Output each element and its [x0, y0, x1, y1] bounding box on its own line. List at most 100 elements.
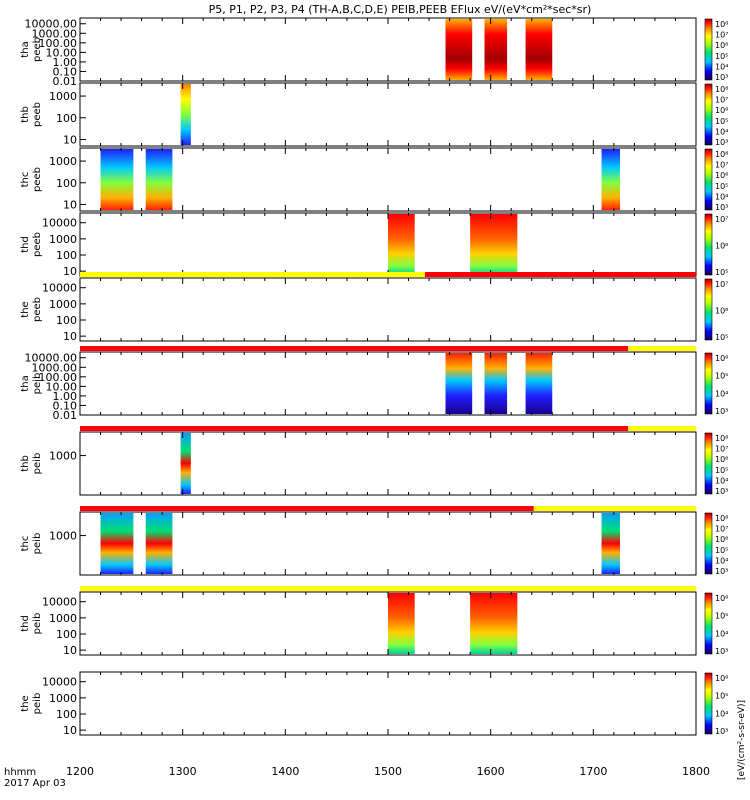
panel-the-peib: 10000 1000 100 10 the peib 10⁶ 10⁵ 10⁴ 10³ — [20, 671, 728, 737]
status-bar-segment — [628, 426, 696, 431]
y-tick-label: 10 — [63, 133, 77, 146]
colorbar-tick-label: 10⁵ — [715, 268, 728, 277]
panel-probe-label: tha — [20, 375, 31, 391]
y-tick-label: 10.00 — [46, 46, 78, 59]
y-tick-label: 0.01 — [53, 75, 78, 88]
colorbar-tick-label: 10³ — [715, 567, 728, 576]
colorbar — [704, 83, 713, 146]
y-tick-label: 1000 — [49, 612, 77, 625]
colorbar-tick-label: 10⁸ — [715, 20, 728, 29]
y-tick-label: 1000 — [49, 530, 77, 543]
y-tick-label: 100 — [56, 112, 77, 125]
y-tick-label: 1000.00 — [32, 27, 78, 40]
colorbar-tick-label: 10⁶ — [715, 455, 728, 464]
y-tick-label: 1000 — [49, 298, 77, 311]
status-bar-segment — [80, 272, 425, 277]
colorbar-tick-label: 10⁴ — [715, 62, 728, 71]
colorbar-tick-label: 10⁴ — [715, 389, 728, 398]
y-tick-label: 10 — [63, 265, 77, 278]
colorbar-tick-label: 10³ — [715, 73, 728, 82]
y-tick-label: 100 — [56, 628, 77, 641]
colorbar-tick-label: 10⁵ — [715, 333, 728, 342]
panel-instrument-label: peeb — [32, 102, 43, 127]
spectrogram-block — [484, 353, 508, 414]
spectrogram-block — [484, 19, 508, 80]
spectrogram-block — [180, 433, 191, 494]
colorbar — [704, 352, 713, 415]
x-corner-label-date: 2017 Apr 03 — [4, 778, 66, 789]
panel-instrument-label: peeb — [32, 167, 43, 192]
panel-frame — [79, 17, 697, 82]
y-tick-label: 1000 — [49, 90, 77, 103]
colorbar-tick-label: 10³ — [715, 647, 728, 656]
colorbar-tick-label: 10⁵ — [715, 466, 728, 475]
spectrogram-block — [470, 593, 518, 654]
panel-probe-label: thd — [20, 236, 31, 253]
status-bar-segment — [80, 346, 629, 351]
colorbar — [704, 213, 713, 276]
colorbar-tick-label: 10⁶ — [715, 106, 728, 115]
y-tick-label: 10000 — [42, 217, 77, 230]
y-tick-label: 10 — [63, 644, 77, 657]
panel-thd-peib: 10000 1000 100 10 thd peib 10⁶ 10⁵ 10⁴ 10³ — [20, 586, 728, 657]
colorbar-tick-label: 10³ — [715, 407, 728, 416]
colorbar-tick-label: 10⁵ — [715, 692, 728, 701]
colorbar-tick-label: 10³ — [715, 138, 728, 147]
colorbar-tick-label: 10⁶ — [715, 171, 728, 180]
panel-instrument-label: peib — [32, 613, 43, 635]
colorbar-tick-label: 10⁵ — [715, 612, 728, 621]
x-tick-label: 1500 — [374, 765, 402, 778]
y-tick-label: 10000 — [42, 676, 77, 689]
colorbar-tick-label: 10³ — [715, 727, 728, 736]
spectrogram-block — [470, 214, 518, 275]
colorbar-tick-label: 10⁸ — [715, 85, 728, 94]
colorbar — [704, 592, 713, 655]
x-tick-label: 1200 — [66, 765, 94, 778]
colorbar-tick-label: 10³ — [715, 203, 728, 212]
y-tick-label: 100.00 — [39, 371, 78, 384]
panel-probe-label: thb — [20, 455, 31, 472]
panel-the-peeb: 10000 1000 100 10 the peeb 10⁷ 10⁶ 10⁵ — [20, 272, 728, 343]
status-bar-segment — [80, 586, 696, 591]
colorbar-tick-label: 10⁸ — [715, 514, 728, 523]
colorbar-tick-label: 10⁴ — [715, 709, 728, 718]
colorbar — [704, 672, 713, 735]
panel-probe-label: thd — [20, 615, 31, 632]
y-tick-label: 1000 — [49, 155, 77, 168]
y-tick-label: 10 — [63, 198, 77, 211]
panel-probe-label: tha — [20, 41, 31, 57]
panel-instrument-label: peib — [32, 373, 43, 395]
colorbar-tick-label: 10⁷ — [715, 445, 728, 454]
colorbar — [704, 278, 713, 341]
spectrogram-block — [445, 353, 473, 414]
y-tick-label: 10000.00 — [25, 18, 78, 31]
colorbar-tick-label: 10⁸ — [715, 434, 728, 443]
colorbar-tick-label: 10⁵ — [715, 546, 728, 555]
spectrogram-block — [100, 149, 134, 210]
y-tick-label: 10.00 — [46, 380, 78, 393]
colorbar-tick-label: 10⁷ — [715, 215, 728, 224]
colorbar-tick-label: 10⁵ — [715, 182, 728, 191]
colorbar-tick-label: 10⁶ — [715, 594, 728, 603]
y-tick-label: 1000 — [49, 233, 77, 246]
panel-probe-label: thc — [20, 172, 31, 188]
colorbar-tick-label: 10⁴ — [715, 476, 728, 485]
panel-probe-label: thb — [20, 106, 31, 123]
panel-probe-label: the — [20, 301, 31, 317]
y-tick-label: 0.01 — [53, 409, 78, 422]
y-tick-label: 1000 — [49, 450, 77, 463]
spectrogram-block — [145, 513, 173, 574]
status-bar-segment — [424, 272, 696, 277]
panel-frame — [79, 82, 697, 147]
x-tick-label: 1700 — [579, 765, 607, 778]
colorbar-tick-label: 10⁴ — [715, 629, 728, 638]
colorbar — [704, 432, 713, 495]
colorbar-tick-label: 10⁷ — [715, 161, 728, 170]
panel-instrument-label: peib — [32, 533, 43, 555]
x-tick-label: 1600 — [477, 765, 505, 778]
spectrogram-block — [100, 513, 134, 574]
colorbar-tick-label: 10⁵ — [715, 52, 728, 61]
